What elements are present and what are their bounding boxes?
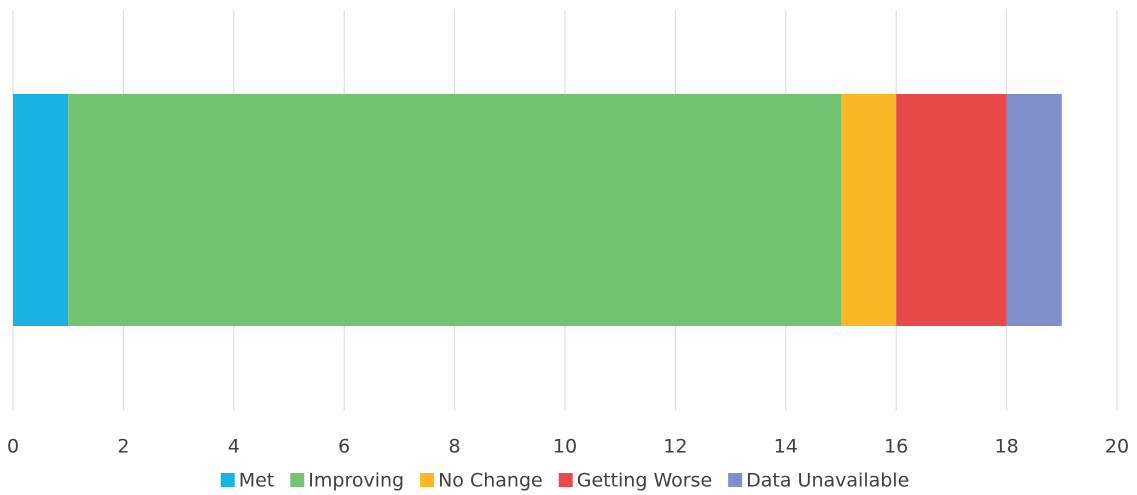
bar-segment bbox=[896, 94, 1007, 326]
bar-segment bbox=[13, 94, 69, 326]
legend-label: Getting Worse bbox=[577, 470, 712, 492]
legend-label: Met bbox=[239, 470, 275, 492]
legend-swatch bbox=[290, 473, 305, 487]
legend-label: No Change bbox=[438, 470, 543, 492]
x-tick-label: 2 bbox=[117, 436, 129, 458]
x-tick-label: 4 bbox=[228, 436, 240, 458]
legend-label: Improving bbox=[308, 470, 404, 492]
bar-segment bbox=[1006, 94, 1062, 326]
x-tick-label: 0 bbox=[7, 436, 19, 458]
legend-label: Data Unavailable bbox=[746, 470, 909, 492]
legend-swatch bbox=[728, 473, 743, 487]
x-tick-label: 6 bbox=[338, 436, 350, 458]
x-tick-label: 8 bbox=[449, 436, 461, 458]
x-tick-label: 16 bbox=[884, 436, 908, 458]
x-tick-label: 18 bbox=[995, 436, 1019, 458]
bar-segment bbox=[68, 94, 841, 326]
x-tick-label: 14 bbox=[774, 436, 798, 458]
legend-swatch bbox=[420, 473, 435, 487]
x-tick-label: 10 bbox=[553, 436, 577, 458]
bar-segment bbox=[841, 94, 897, 326]
legend-swatch bbox=[220, 473, 235, 487]
x-tick-label: 20 bbox=[1105, 436, 1129, 458]
legend-swatch bbox=[558, 473, 573, 487]
x-tick-label: 12 bbox=[663, 436, 687, 458]
